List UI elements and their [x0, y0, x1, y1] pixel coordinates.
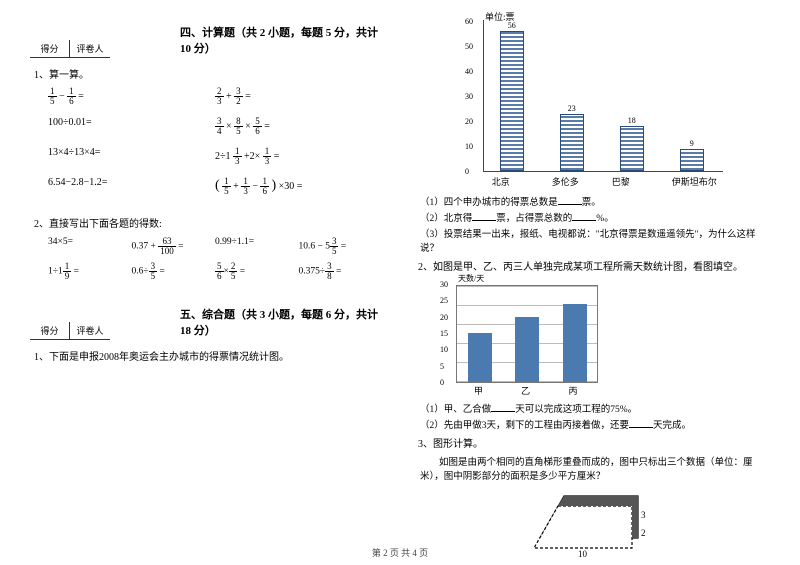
c1-sub2: （2）北京得票，占得票总数的%。: [420, 210, 772, 224]
marker-label: 评卷人: [70, 40, 110, 57]
axis-y: [483, 20, 484, 172]
left-column: 得分 评卷人 四、计算题（共 2 小题，每题 5 分，共计 10 分） 1、算一…: [0, 0, 400, 565]
calc-6: 2÷1 13 +2× 13 =: [215, 145, 382, 175]
score-label: 得分: [30, 40, 70, 57]
s5-q3: 3、图形计算。: [418, 435, 772, 450]
d5: 1÷119 =: [48, 259, 132, 284]
calc-grid: 15 − 16 = 23 + 32 = 100÷0.01= 34 × 85 × …: [48, 85, 382, 205]
c1-sub3: （3）投票结果一出来，报纸、电视都说："北京得票是数遥遥领先"，为什么这样说？: [420, 226, 772, 254]
calc-8: ( 15 + 13 − 16 ) ×30 =: [215, 175, 382, 205]
d8: 0.375÷38 =: [299, 259, 383, 284]
calc-5: 13×4÷13×4=: [48, 145, 215, 175]
page-footer: 第 2 页 共 4 页: [0, 546, 800, 559]
c2-sub1: （1）甲、乙合做天可以完成这项工程的75%。: [420, 401, 772, 415]
dim-3: 3: [641, 510, 646, 520]
section4-title: 四、计算题（共 2 小题，每题 5 分，共计 10 分）: [180, 24, 382, 56]
calc-1: 15 − 16 =: [48, 85, 215, 115]
section5-title: 五、综合题（共 3 小题，每题 6 分，共计 18 分）: [180, 306, 382, 338]
s5-q3-body: 如图是由两个相同的直角梯形重叠而成的，图中只标出三个数据（单位：厘米），图中阴影…: [420, 454, 772, 482]
calc-4: 34 × 85 × 56 =: [215, 115, 382, 145]
score-box-2: 得分 评卷人: [30, 322, 110, 340]
direct-grid: 34×5= 0.37 + 63100 = 0.99÷1.1= 10.6 − 53…: [48, 234, 382, 284]
section5-header: 得分 评卷人 五、综合题（共 3 小题，每题 6 分，共计 18 分）: [30, 302, 382, 344]
calc-2: 23 + 32 =: [215, 85, 382, 115]
days-chart: 天数/天 051015202530 甲乙丙: [434, 277, 604, 397]
axis-x: [483, 171, 723, 172]
right-column: 单位:票 0102030405060 56北京23多伦多18巴黎9伊斯坦布尔 （…: [400, 0, 800, 565]
s5-q1: 1、下面是申报2008年奥运会主办城市的得票情况统计图。: [34, 348, 382, 363]
c2-sub2: （2）先由甲做3天，剩下的工程由丙接着做，还要天完成。: [420, 417, 772, 431]
d1: 34×5=: [48, 234, 132, 259]
dim-2: 2: [641, 528, 646, 538]
d2: 0.37 + 63100 =: [132, 234, 216, 259]
q1-label: 1、算一算。: [34, 66, 382, 81]
section4-header: 得分 评卷人 四、计算题（共 2 小题，每题 5 分，共计 10 分）: [30, 20, 382, 62]
d6: 0.6÷35 =: [132, 259, 216, 284]
calc-7: 6.54−2.8−1.2=: [48, 175, 215, 205]
score-box: 得分 评卷人: [30, 40, 110, 58]
d7: 56×25 =: [215, 259, 299, 284]
chart2-ylabel: 天数/天: [458, 273, 484, 284]
d4: 10.6 − 535 =: [299, 234, 383, 259]
q2-label: 2、直接写出下面各题的得数:: [34, 215, 382, 230]
votes-chart: 单位:票 0102030405060 56北京23多伦多18巴黎9伊斯坦布尔: [453, 20, 733, 190]
s5-q2: 2、如图是甲、乙、丙三人单独完成某项工程所需天数统计图，看图填空。: [418, 258, 772, 273]
d3: 0.99÷1.1=: [215, 234, 299, 259]
c1-sub1: （1）四个申办城市的得票总数是票。: [420, 194, 772, 208]
calc-3: 100÷0.01=: [48, 115, 215, 145]
